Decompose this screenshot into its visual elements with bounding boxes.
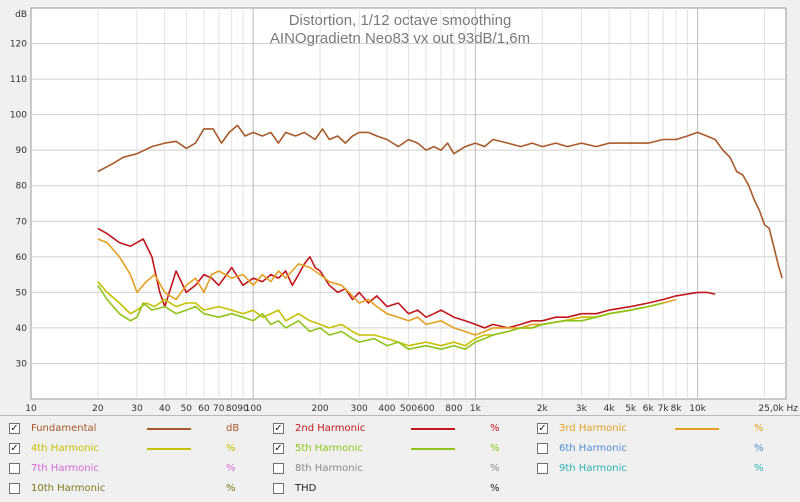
legend-6th-harmonic-unit: % — [754, 443, 764, 454]
legend-6th-harmonic-item[interactable]: 6th Harmonic% — [537, 440, 787, 458]
series-2nd-harmonic — [97, 227, 716, 329]
legend-2nd-harmonic-checkbox[interactable]: ✓ — [273, 423, 284, 434]
legend-7th-harmonic-label: 7th Harmonic — [31, 463, 99, 474]
y-tick-label: 90 — [16, 146, 28, 156]
legend-2nd-harmonic-label: 2nd Harmonic — [295, 423, 366, 434]
legend-fundamental-label: Fundamental — [31, 423, 97, 434]
x-tick-label: 40 — [159, 404, 171, 414]
x-tick-label: 6k — [643, 404, 655, 414]
x-tick-label: 300 — [351, 404, 368, 414]
y-gridlines — [31, 43, 786, 364]
x-tick-label: 1k — [470, 404, 482, 414]
legend-fundamental-swatch — [147, 428, 191, 430]
legend-5th-harmonic-label: 5th Harmonic — [295, 443, 363, 454]
x-tick-label: 10 — [25, 404, 37, 414]
legend-3rd-harmonic-label: 3rd Harmonic — [559, 423, 627, 434]
y-tick-label: 60 — [16, 253, 28, 263]
legend-4th-harmonic-checkbox[interactable]: ✓ — [9, 443, 20, 454]
y-tick-label: 40 — [16, 324, 28, 334]
legend-8th-harmonic-checkbox[interactable] — [273, 463, 284, 474]
legend-4th-harmonic-unit: % — [226, 443, 236, 454]
x-tick-label: 3k — [576, 404, 588, 414]
x-tick-label: 100 — [245, 404, 262, 414]
legend-9th-harmonic-checkbox[interactable] — [537, 463, 548, 474]
x-tick-label: 90 — [237, 404, 249, 414]
chart-title: Distortion, 1/12 octave smoothing — [289, 12, 512, 29]
legend-8th-harmonic-label: 8th Harmonic — [295, 463, 363, 474]
legend-10th-harmonic-item[interactable]: 10th Harmonic% — [9, 480, 259, 498]
legend-2nd-harmonic-item[interactable]: ✓ 2nd Harmonic% — [273, 420, 523, 438]
legend-7th-harmonic-checkbox[interactable] — [9, 463, 20, 474]
x-tick-label: 2k — [537, 404, 549, 414]
legend-panel: ✓ Fundamental dB ✓ 2nd Harmonic% ✓ 3rd Harmoni… — [0, 415, 800, 502]
legend-5th-harmonic-checkbox[interactable]: ✓ — [273, 443, 284, 454]
x-tick-label: 30 — [131, 404, 143, 414]
legend-2nd-harmonic-unit: % — [490, 423, 500, 434]
legend-9th-harmonic-label: 9th Harmonic — [559, 463, 627, 474]
legend-7th-harmonic-unit: % — [226, 463, 236, 474]
legend-9th-harmonic-unit: % — [754, 463, 764, 474]
y-tick-label: 110 — [10, 75, 27, 85]
legend-thd-checkbox[interactable] — [273, 483, 284, 494]
x-tick-label: 70 — [213, 404, 225, 414]
series-5th-harmonic — [97, 284, 664, 350]
legend-2nd-harmonic-swatch — [411, 428, 455, 430]
x-tick-label: 8k — [671, 404, 683, 414]
legend-5th-harmonic-item[interactable]: ✓ 5th Harmonic% — [273, 440, 523, 458]
x-tick-label: 80 — [226, 404, 238, 414]
legend-5th-harmonic-unit: % — [490, 443, 500, 454]
y-tick-label: 80 — [16, 182, 28, 192]
x-tick-label: 500 — [400, 404, 417, 414]
legend-9th-harmonic-item[interactable]: 9th Harmonic% — [537, 460, 787, 478]
y-tick-label: 120 — [10, 40, 27, 50]
legend-6th-harmonic-checkbox[interactable] — [537, 443, 548, 454]
x-tick-label: 600 — [417, 404, 434, 414]
legend-thd-label: THD — [295, 483, 317, 494]
legend-thd-item[interactable]: THD% — [273, 480, 523, 498]
series-group — [97, 124, 783, 350]
x-tick-label: 4k — [604, 404, 616, 414]
legend-10th-harmonic-label: 10th Harmonic — [31, 483, 106, 494]
x-tick-label: 7k — [658, 404, 670, 414]
legend-6th-harmonic-label: 6th Harmonic — [559, 443, 627, 454]
x-tick-label: 25,0k Hz — [758, 404, 798, 414]
legend-4th-harmonic-item[interactable]: ✓ 4th Harmonic% — [9, 440, 259, 458]
y-tick-label: 50 — [16, 288, 28, 298]
x-tick-label: 200 — [311, 404, 328, 414]
series-3rd-harmonic — [97, 238, 677, 336]
x-tick-label: 60 — [198, 404, 210, 414]
legend-8th-harmonic-unit: % — [490, 463, 500, 474]
y-tick-label: 70 — [16, 217, 28, 227]
y-tick-label: 30 — [16, 359, 28, 369]
x-tick-label: 400 — [378, 404, 395, 414]
legend-3rd-harmonic-swatch — [675, 428, 719, 430]
legend-thd-unit: % — [490, 483, 500, 494]
legend-10th-harmonic-checkbox[interactable] — [9, 483, 20, 494]
y-tick-label: 100 — [10, 111, 27, 121]
y-axis-label: dB — [15, 10, 27, 20]
legend-3rd-harmonic-unit: % — [754, 423, 764, 434]
x-tick-label: 20 — [92, 404, 104, 414]
legend-fundamental-item[interactable]: ✓ Fundamental dB — [9, 420, 259, 438]
legend-5th-harmonic-swatch — [411, 448, 455, 450]
legend-8th-harmonic-item[interactable]: 8th Harmonic% — [273, 460, 523, 478]
legend-3rd-harmonic-item[interactable]: ✓ 3rd Harmonic% — [537, 420, 787, 438]
legend-fundamental-unit: dB — [226, 423, 240, 434]
x-tick-label: 800 — [445, 404, 462, 414]
chart-subtitle: AINOgradietn Neo83 vx out 93dB/1,6m — [270, 30, 530, 47]
legend-4th-harmonic-swatch — [147, 448, 191, 450]
legend-fundamental-checkbox[interactable]: ✓ — [9, 423, 20, 434]
legend-4th-harmonic-label: 4th Harmonic — [31, 443, 99, 454]
x-tick-label: 5k — [625, 404, 637, 414]
series-fundamental — [97, 124, 783, 279]
legend-7th-harmonic-item[interactable]: 7th Harmonic% — [9, 460, 259, 478]
x-tick-label: 50 — [181, 404, 193, 414]
legend-10th-harmonic-unit: % — [226, 483, 236, 494]
x-tick-label: 10k — [689, 404, 706, 414]
legend-3rd-harmonic-checkbox[interactable]: ✓ — [537, 423, 548, 434]
